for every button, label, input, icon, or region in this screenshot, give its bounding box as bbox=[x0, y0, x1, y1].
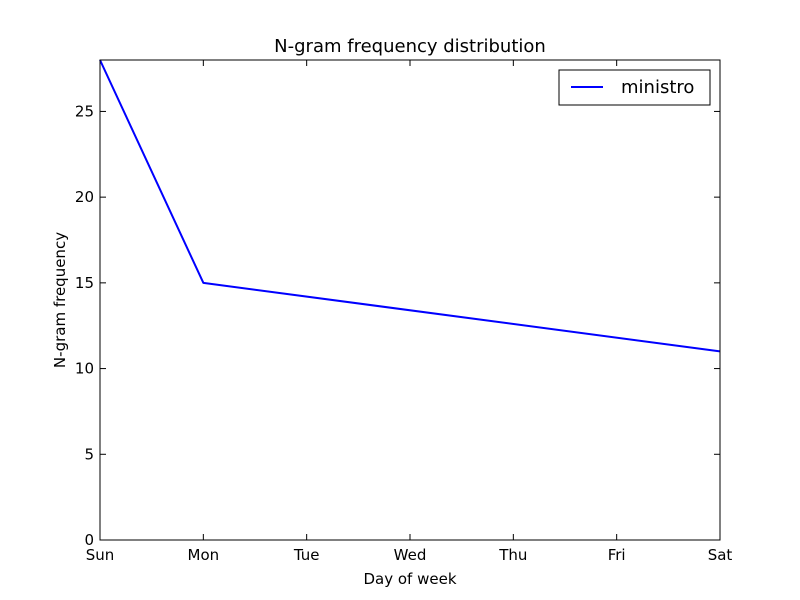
x-tick-label: Wed bbox=[394, 546, 427, 564]
x-tick-label: Sun bbox=[86, 546, 115, 564]
x-tick-label: Tue bbox=[293, 546, 320, 564]
legend: ministro bbox=[558, 69, 711, 106]
y-tick-label: 25 bbox=[75, 102, 94, 120]
x-axis-label: Day of week bbox=[363, 570, 456, 588]
chart-title: N-gram frequency distribution bbox=[274, 36, 546, 57]
x-tick-label: Mon bbox=[188, 546, 220, 564]
x-tick-label: Thu bbox=[498, 546, 527, 564]
series-layer bbox=[99, 59, 721, 353]
y-tick-label: 5 bbox=[84, 445, 94, 463]
y-axis-ticks: 0 5 10 15 20 25 bbox=[75, 102, 720, 549]
axes-frame bbox=[99, 59, 721, 541]
series-line-ministro bbox=[99, 59, 721, 353]
y-axis-label: N-gram frequency bbox=[51, 232, 69, 368]
y-tick-label: 10 bbox=[75, 360, 94, 378]
legend-label-ministro: ministro bbox=[621, 77, 694, 98]
x-tick-label: Fri bbox=[608, 546, 626, 564]
x-axis-ticks: Sun Mon Tue Wed Thu Fri Sat bbox=[86, 60, 733, 564]
y-tick-label: 20 bbox=[75, 188, 94, 206]
y-tick-label: 15 bbox=[75, 274, 94, 292]
y-tick-label: 0 bbox=[84, 531, 94, 549]
x-tick-label: Sat bbox=[708, 546, 733, 564]
